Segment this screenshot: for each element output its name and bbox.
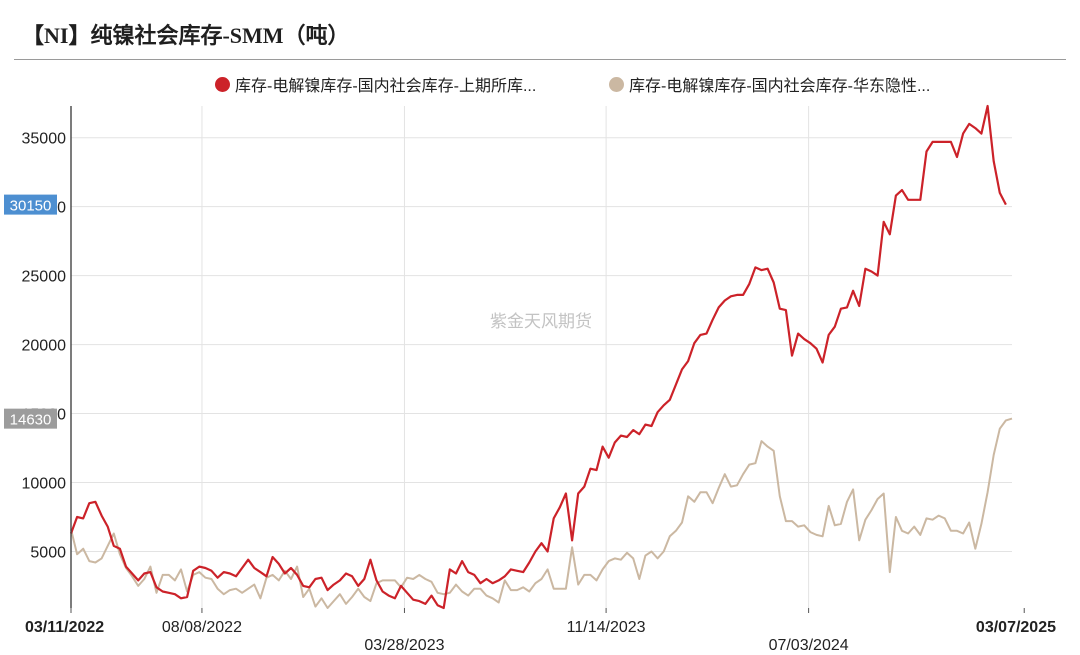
legend-item-shfe[interactable]: 库存-电解镍库存-国内社会库存-上期所库...: [215, 72, 536, 96]
last-value-flag: [4, 408, 57, 429]
last-value-flag: [4, 194, 57, 215]
legend-label-shfe: 库存-电解镍库存-国内社会库存-上期所库...: [235, 78, 537, 95]
x-tick-label: 03/07/2025: [976, 619, 1056, 636]
x-axis: 03/11/2022 08/08/2022 03/28/2023 11/14/2023…: [25, 106, 1056, 654]
series-line-east-china: [70, 417, 1013, 609]
x-tick-label: 03/28/2023: [364, 637, 444, 654]
y-tick-label: 35000: [22, 131, 67, 148]
series-line-shfe: [69, 104, 1007, 610]
series-group: [69, 104, 1013, 610]
x-tick-label: 08/08/2022: [162, 619, 242, 636]
legend-swatch-east-china: [609, 76, 624, 92]
chart-title: 【NI】纯镍社会库存-SMM（吨）: [22, 23, 350, 48]
gridlines: [71, 106, 1012, 608]
x-tick-label: 03/11/2022: [25, 619, 104, 636]
y-tick-label: 5000: [30, 544, 66, 561]
last-value-label: 14630: [10, 412, 52, 429]
last-value-label: 30150: [10, 198, 52, 215]
legend-item-east-china[interactable]: 库存-电解镍库存-国内社会库存-华东隐性...: [609, 72, 930, 96]
legend-label-east-china: 库存-电解镍库存-国内社会库存-华东隐性...: [629, 78, 931, 95]
y-tick-label: 20000: [22, 338, 67, 355]
y-tick-label: 25000: [22, 269, 67, 286]
y-tick-label: 10000: [22, 476, 67, 493]
title-divider: [14, 59, 1066, 60]
x-tick-label: 07/03/2024: [769, 637, 849, 654]
watermark: 紫金天风期货: [490, 312, 592, 331]
x-tick-label: 11/14/2023: [567, 619, 646, 636]
legend-swatch-shfe: [215, 76, 230, 92]
last-value-flags: 30150 14630: [4, 194, 57, 429]
